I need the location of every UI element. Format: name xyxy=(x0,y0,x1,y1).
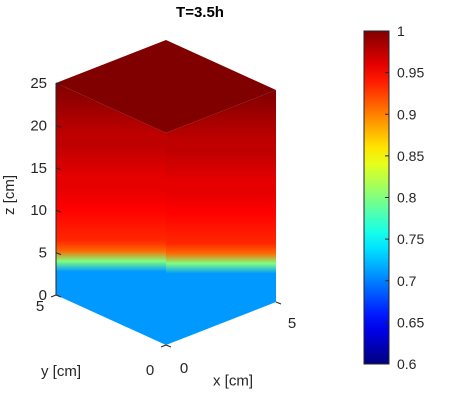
z-tick-label: 5 xyxy=(39,245,47,262)
colorbar-ticks: 1 0.95 0.9 0.85 0.8 0.75 0.7 0.65 0.6 xyxy=(385,23,424,372)
top-face xyxy=(56,40,276,133)
colorbar-tick-label: 0.6 xyxy=(397,356,417,372)
y-axis-label: y [cm] xyxy=(41,363,81,380)
colorbar-tick-label: 0.65 xyxy=(397,314,424,330)
y-tick-mark xyxy=(160,344,167,348)
colorbar-tick-label: 0.8 xyxy=(397,190,417,206)
z-tick-label: 20 xyxy=(30,117,47,134)
x-tick-mark xyxy=(165,344,172,348)
colorbar-tick-label: 0.85 xyxy=(397,148,424,164)
y-tick-mark xyxy=(50,294,57,298)
z-tick-label: 10 xyxy=(30,202,47,219)
z-axis-label: z [cm] xyxy=(1,175,18,215)
z-tick-mark xyxy=(55,82,62,86)
y-tick-label: 0 xyxy=(146,362,154,379)
x-axis-label: x [cm] xyxy=(213,373,253,390)
z-tick-mark xyxy=(55,167,62,171)
x-tick-label: 0 xyxy=(180,360,188,377)
z-tick-mark xyxy=(55,124,62,128)
colorbar-tick-label: 1 xyxy=(397,23,405,39)
z-tick-mark xyxy=(55,252,62,256)
z-tick-mark xyxy=(55,294,62,298)
x-tick-mark xyxy=(275,301,282,305)
colorbar: 1 0.95 0.9 0.85 0.8 0.75 0.7 0.65 0.6 xyxy=(363,23,424,372)
colorbar-scale xyxy=(363,30,390,365)
colorbar-tick-label: 0.7 xyxy=(397,273,417,289)
z-tick-mark xyxy=(55,209,62,213)
side-face-xz xyxy=(166,90,276,345)
volume-cube xyxy=(55,40,276,345)
y-tick-label: 5 xyxy=(36,298,44,315)
colorbar-tick-label: 0.95 xyxy=(397,65,424,81)
chart-title: T=3.5h xyxy=(176,4,224,21)
colorbar-tick-label: 0.9 xyxy=(397,106,417,122)
z-tick-label: 25 xyxy=(30,75,47,92)
x-tick-label: 5 xyxy=(288,315,296,332)
z-tick-label: 15 xyxy=(30,160,47,177)
front-face-yz xyxy=(56,83,166,345)
z-tick-label: 0 xyxy=(39,287,47,304)
colorbar-tick-label: 0.75 xyxy=(397,231,424,247)
